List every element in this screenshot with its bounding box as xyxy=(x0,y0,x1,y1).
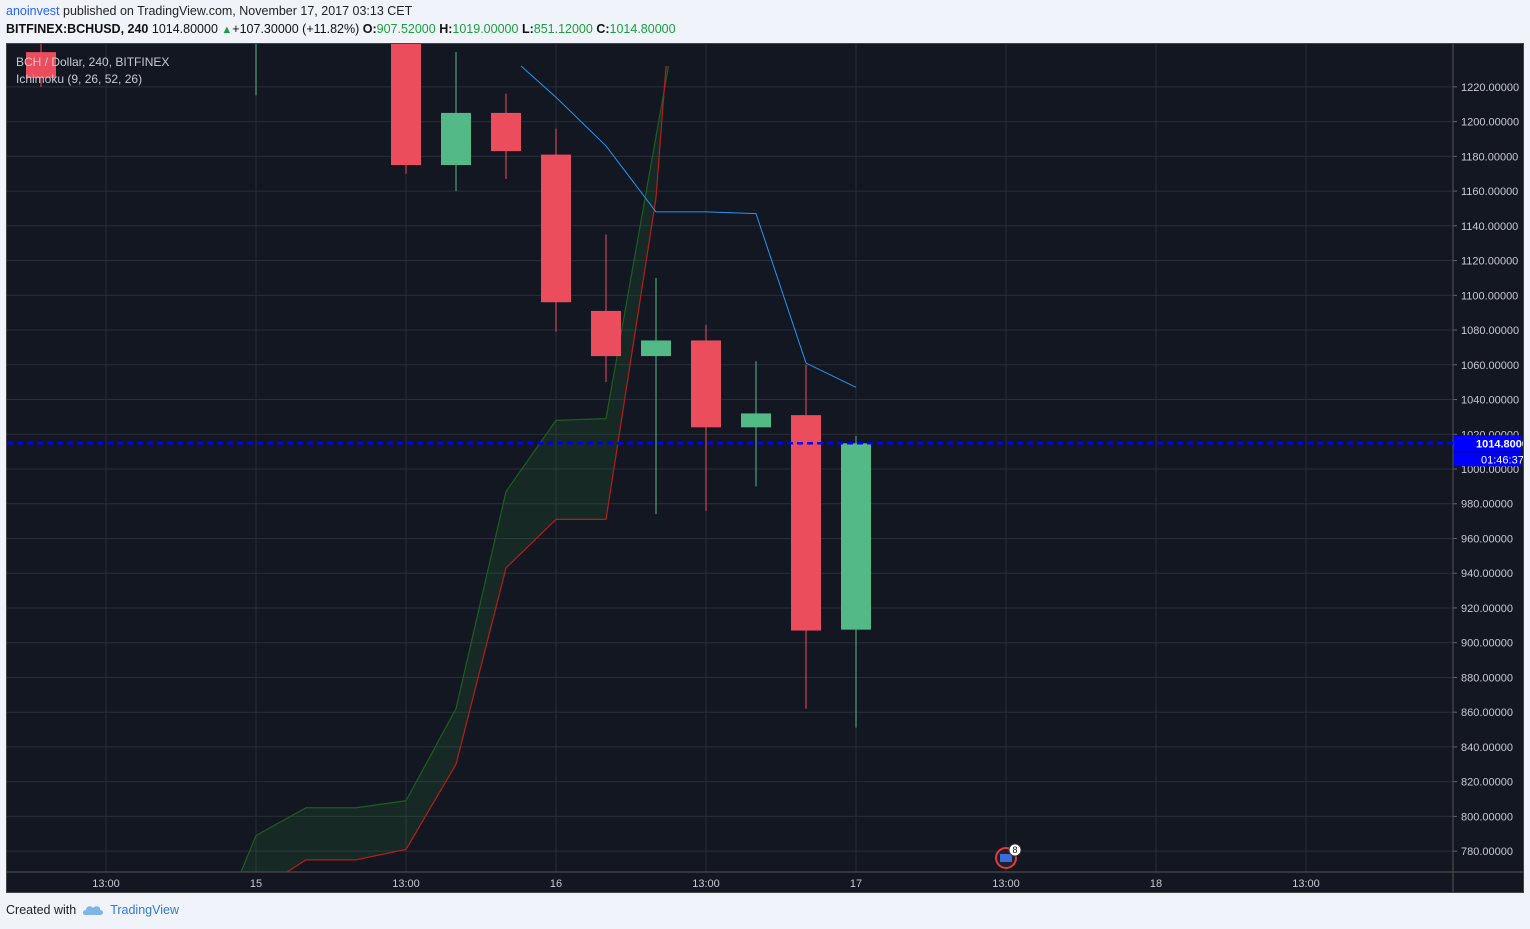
tradingview-cloud-icon xyxy=(82,904,104,916)
y-tick-label: 840.00000 xyxy=(1461,742,1513,754)
y-tick-label: 1100.00000 xyxy=(1461,290,1518,302)
x-tick-label: 16 xyxy=(550,878,562,890)
x-tick-label: 17 xyxy=(850,878,862,890)
close-label: C: xyxy=(596,22,610,36)
senkou-span-a xyxy=(240,65,670,872)
candle-body xyxy=(591,310,621,357)
change-value: +107.30000 (+11.82%) xyxy=(232,22,360,36)
price-chart[interactable]: 780.00000 800.00000 820.00000 840.00000 860.… xyxy=(7,44,1524,893)
chart-legend: BCH / Dollar, 240, BITFINEX Ichimoku (9,… xyxy=(16,54,169,88)
y-tick-label: 1040.00000 xyxy=(1461,395,1519,407)
countdown-bg xyxy=(1454,452,1522,467)
y-tick-label: 1200.00000 xyxy=(1461,117,1519,129)
x-tick-label: 15 xyxy=(250,878,262,890)
created-with-text: Created with xyxy=(6,903,77,917)
low-label: L: xyxy=(521,22,534,36)
y-tick-label: 1140.00000 xyxy=(1461,221,1518,233)
low-value: 851.12000 xyxy=(533,22,593,36)
y-tick-label: 960.00000 xyxy=(1461,533,1513,545)
x-tick-label: 13:00 xyxy=(992,878,1020,890)
ohlc-line: BITFINEX:BCHUSD, 240 1014.80000 ▲+107.30… xyxy=(6,22,676,36)
event-badge-count: 8 xyxy=(1012,845,1017,855)
y-tick-label: 920.00000 xyxy=(1461,603,1513,615)
candle-body xyxy=(841,443,871,630)
plot-area xyxy=(26,44,871,872)
current-price-label: 1014.80000 xyxy=(1476,438,1524,450)
high-label: H: xyxy=(439,22,453,36)
y-tick-label: 880.00000 xyxy=(1461,672,1513,684)
x-tick-label: 13:00 xyxy=(692,878,720,890)
countdown-label: 01:46:37 xyxy=(1481,454,1524,466)
price-label-bg xyxy=(1454,435,1522,452)
close-value: 1014.80000 xyxy=(609,22,676,36)
kijun-sen-line xyxy=(520,65,857,388)
x-tick-label: 13:00 xyxy=(1292,878,1320,890)
kumo-cloud xyxy=(241,66,669,872)
y-tick-label: 820.00000 xyxy=(1461,777,1513,789)
y-tick-label: 1160.00000 xyxy=(1461,186,1518,198)
last-price: 1014.80000 xyxy=(151,22,218,36)
y-tick-label: 1000.00000 xyxy=(1461,464,1519,476)
published-text: published on TradingView.com, November 1… xyxy=(59,4,413,18)
publisher-link[interactable]: anoinvest xyxy=(6,4,60,18)
y-tick-label: 1180.00000 xyxy=(1461,151,1518,163)
chart-frame[interactable]: 780.00000 800.00000 820.00000 840.00000 860.… xyxy=(6,43,1524,893)
y-tick-label: 1080.00000 xyxy=(1461,325,1519,337)
senkou-span-b xyxy=(285,65,667,872)
up-arrow-icon: ▲ xyxy=(221,24,233,36)
y-tick-label: 940.00000 xyxy=(1461,568,1513,580)
candle-body xyxy=(641,340,671,357)
publish-line: anoinvest published on TradingView.com, … xyxy=(6,4,412,18)
symbol-label: BITFINEX:BCHUSD, 240 xyxy=(6,22,149,36)
y-tick-label: 1120.00000 xyxy=(1461,256,1518,268)
candle-body xyxy=(26,52,56,79)
candle-body xyxy=(791,415,821,631)
candle-body xyxy=(741,413,771,428)
y-tick-label: 860.00000 xyxy=(1461,707,1513,719)
open-value: 907.52000 xyxy=(376,22,436,36)
candle-body xyxy=(391,44,421,166)
candle-body xyxy=(491,112,521,152)
y-tick-label: 1220.00000 xyxy=(1461,82,1519,94)
open-label: O: xyxy=(362,22,377,36)
high-value: 1019.00000 xyxy=(452,22,519,36)
y-tick-label: 800.00000 xyxy=(1461,811,1513,823)
legend-series: BCH / Dollar, 240, BITFINEX xyxy=(16,55,170,69)
y-tick-label: 900.00000 xyxy=(1461,638,1513,650)
candle-body xyxy=(691,340,721,428)
tradingview-link[interactable]: TradingView xyxy=(110,903,179,917)
legend-indicator[interactable]: Ichimoku (9, 26, 52, 26) xyxy=(16,72,143,86)
x-tick-label: 13:00 xyxy=(392,878,420,890)
x-tick-label: 18 xyxy=(1150,878,1162,890)
event-badge-circle xyxy=(1008,843,1022,857)
y-tick-label: 780.00000 xyxy=(1461,846,1513,858)
candle-body xyxy=(541,154,571,303)
candle-body xyxy=(441,112,471,166)
event-flag-shape xyxy=(1000,854,1012,862)
y-tick-label: 980.00000 xyxy=(1461,499,1513,511)
y-tick-label: 1060.00000 xyxy=(1461,360,1519,372)
x-tick-label: 13:00 xyxy=(92,878,120,890)
footer: Created with TradingView xyxy=(6,903,179,917)
